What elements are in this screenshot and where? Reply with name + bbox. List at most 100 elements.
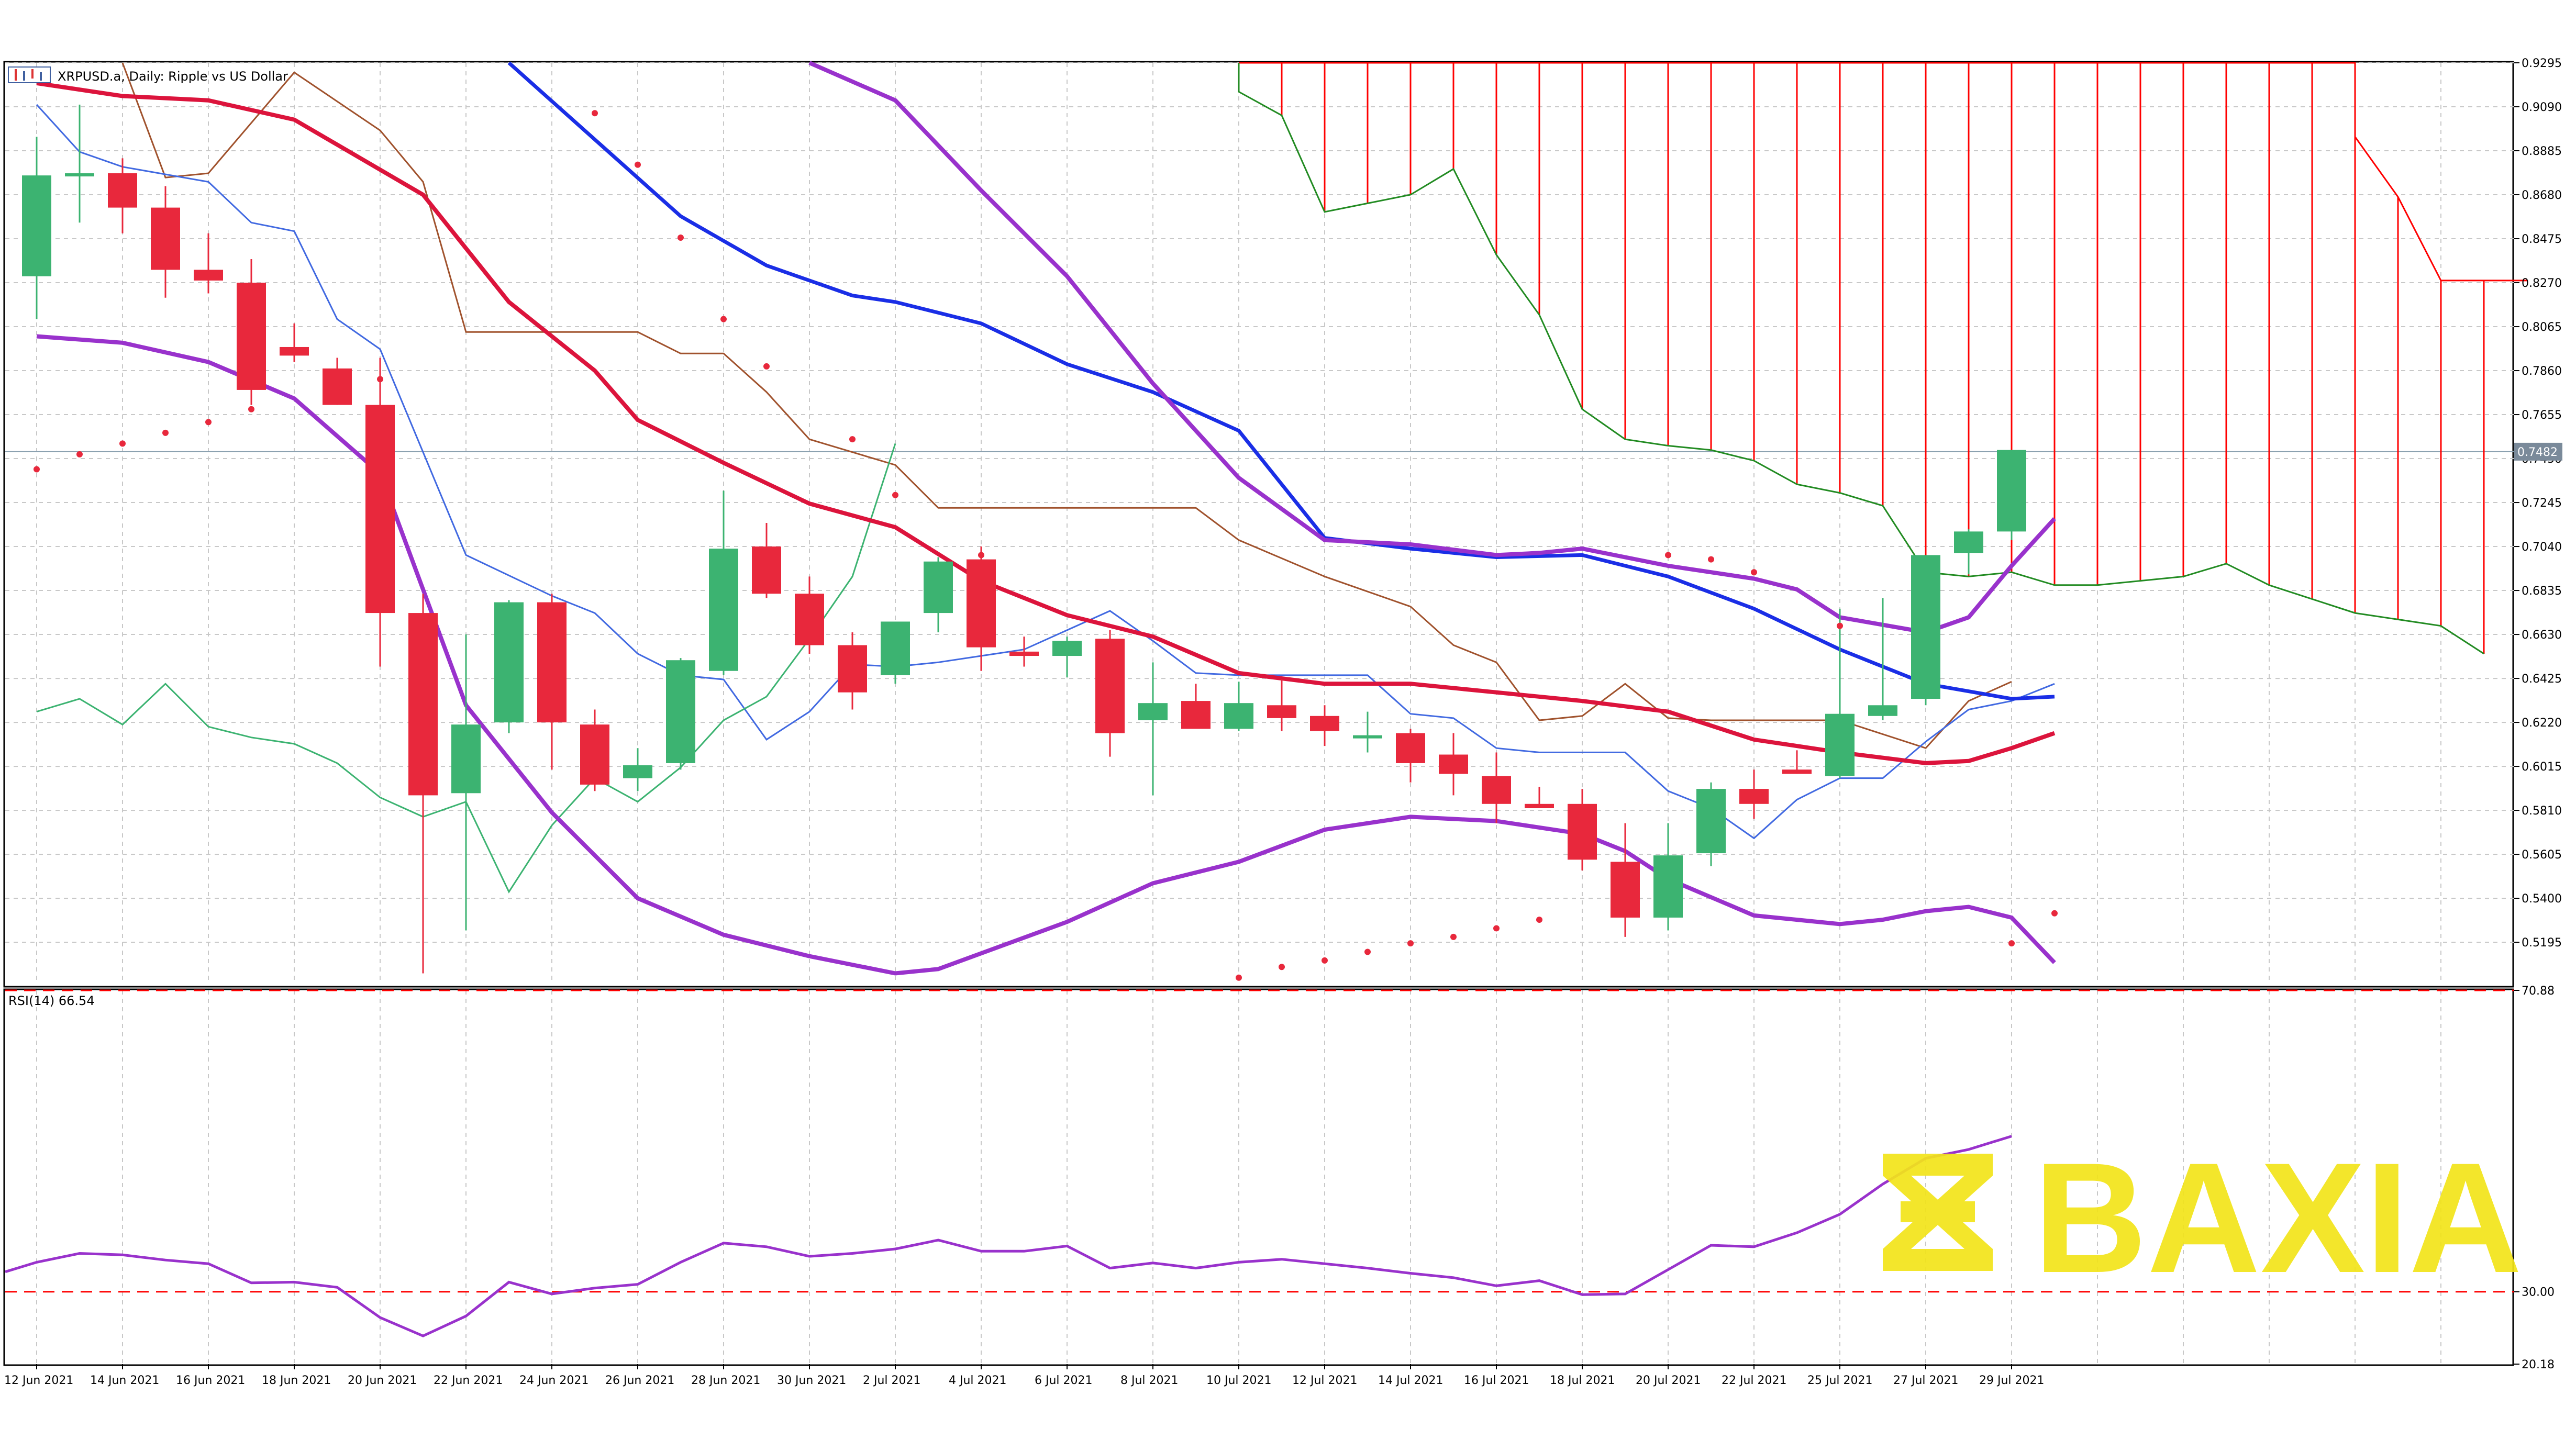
- time-tick-label: 22 Jun 2021: [434, 1374, 503, 1387]
- time-tick-label: 29 Jul 2021: [1979, 1374, 2045, 1387]
- time-tick-label: 16 Jun 2021: [176, 1374, 245, 1387]
- psar-dot: [1751, 569, 1757, 576]
- candle-body: [22, 175, 51, 276]
- logo-bar-middle: [1901, 1201, 1975, 1222]
- price-axis: 0.9295 0.9090 0.8885 0.8680 0.8475 0.8270 0.80…: [2514, 57, 2562, 1371]
- time-tick-label: 18 Jul 2021: [1550, 1374, 1615, 1387]
- time-tick-label: 25 Jul 2021: [1807, 1374, 1873, 1387]
- price-tick-label: 0.6425: [2522, 673, 2562, 686]
- psar-dot: [978, 552, 984, 559]
- candle-body: [666, 660, 695, 763]
- price-tick-label: 0.9295: [2522, 57, 2562, 70]
- price-tick-label: 0.8270: [2522, 277, 2562, 290]
- candle-body: [194, 270, 223, 281]
- price-badge-value: 0.7482: [2517, 446, 2558, 459]
- candle-body: [881, 621, 910, 675]
- psar-dot: [1708, 556, 1714, 563]
- candle-body: [537, 602, 567, 723]
- psar-dot: [205, 419, 212, 426]
- candle-body: [1568, 803, 1597, 860]
- psar-dot: [892, 492, 898, 498]
- psar-dot: [2008, 940, 2015, 947]
- time-tick-label: 24 Jun 2021: [519, 1374, 589, 1387]
- psar-dot: [1450, 933, 1457, 940]
- rsi-line: [5, 989, 2514, 1337]
- time-tick-label: 27 Jul 2021: [1893, 1374, 1959, 1387]
- psar-dot: [334, 384, 340, 391]
- psar-dot: [1622, 908, 1628, 914]
- psar-dot: [678, 234, 684, 241]
- psar-dot: [720, 316, 727, 322]
- candle-body: [237, 283, 266, 390]
- tenkan-sen-line: [36, 104, 2055, 840]
- candle-body: [1653, 855, 1683, 918]
- psar-dot: [1536, 917, 1542, 923]
- psar-dot: [1493, 925, 1500, 932]
- price-tick-label: 0.9090: [2522, 101, 2562, 114]
- candle-body: [967, 559, 996, 648]
- candle-body: [365, 405, 395, 613]
- candle-body: [280, 347, 309, 356]
- candle-body: [1310, 716, 1339, 731]
- candle-body: [1181, 701, 1211, 729]
- candle-body: [451, 724, 481, 794]
- candle-body: [65, 173, 94, 177]
- kijun-sen-line: [121, 62, 2012, 749]
- price-tick-label: 0.7040: [2522, 541, 2562, 554]
- time-tick-label: 2 Jul 2021: [863, 1374, 921, 1387]
- price-tick-label: 0.8065: [2522, 321, 2562, 334]
- price-tick-label: 0.6015: [2522, 761, 2562, 774]
- candle-body: [1095, 639, 1125, 733]
- psar-dot: [1364, 948, 1371, 955]
- candle-body: [1052, 641, 1082, 656]
- time-tick-label: 8 Jul 2021: [1120, 1374, 1179, 1387]
- price-tick-label: 0.6630: [2522, 629, 2562, 642]
- candle-body: [1138, 703, 1168, 720]
- time-tick-label: 12 Jul 2021: [1292, 1374, 1358, 1387]
- time-tick-label: 10 Jul 2021: [1206, 1374, 1272, 1387]
- candle-body: [838, 645, 867, 693]
- time-tick-label: 20 Jun 2021: [348, 1374, 417, 1387]
- parabolic-sar: [34, 110, 2058, 981]
- candle-body: [1267, 705, 1296, 718]
- rsi-label: RSI(14) 66.54: [8, 994, 95, 1008]
- time-tick-label: 28 Jun 2021: [691, 1374, 760, 1387]
- candle-body: [1439, 754, 1468, 774]
- candle-body: [1353, 735, 1382, 739]
- candle-body: [924, 561, 953, 613]
- psar-dot: [2051, 910, 2058, 917]
- current-price-badge: 0.7482: [2514, 442, 2562, 461]
- price-tick-label: 0.7245: [2522, 497, 2562, 510]
- candle-body: [1525, 803, 1554, 808]
- psar-dot: [1322, 957, 1328, 964]
- rsi-pane-border: [3, 988, 2514, 1366]
- time-tick-label: 14 Jun 2021: [90, 1374, 159, 1387]
- psar-dot: [1665, 552, 1671, 559]
- time-tick-label: 18 Jun 2021: [262, 1374, 331, 1387]
- time-tick-label: 6 Jul 2021: [1035, 1374, 1093, 1387]
- candle-body: [1482, 776, 1511, 804]
- chart-header: XRPUSD.a, Daily: Ripple vs US Dollar: [8, 66, 288, 84]
- price-tick-label: 0.7860: [2522, 365, 2562, 378]
- time-tick-label: 26 Jun 2021: [605, 1374, 674, 1387]
- candle-body: [108, 173, 137, 208]
- psar-dot: [1837, 622, 1843, 629]
- baxia-logo-icon: [1883, 1154, 1993, 1271]
- candle-body: [1997, 450, 2026, 532]
- price-pane-border: [3, 61, 2514, 988]
- candle-body: [1911, 555, 1940, 699]
- psar-dot: [76, 451, 83, 457]
- envelope-lower-line: [36, 334, 2056, 976]
- ichimoku-cloud: [1238, 62, 2527, 655]
- time-tick-label: 4 Jul 2021: [949, 1374, 1007, 1387]
- candle-body: [752, 546, 781, 594]
- price-tick-label: 0.6835: [2522, 585, 2562, 598]
- price-tick-label: 0.5605: [2522, 849, 2562, 862]
- candle-body: [1009, 651, 1039, 656]
- candle-body: [1954, 531, 1983, 553]
- candle-body: [1696, 789, 1726, 854]
- watermark-text: BAXIA: [2034, 1130, 2522, 1305]
- time-tick-label: 14 Jul 2021: [1378, 1374, 1444, 1387]
